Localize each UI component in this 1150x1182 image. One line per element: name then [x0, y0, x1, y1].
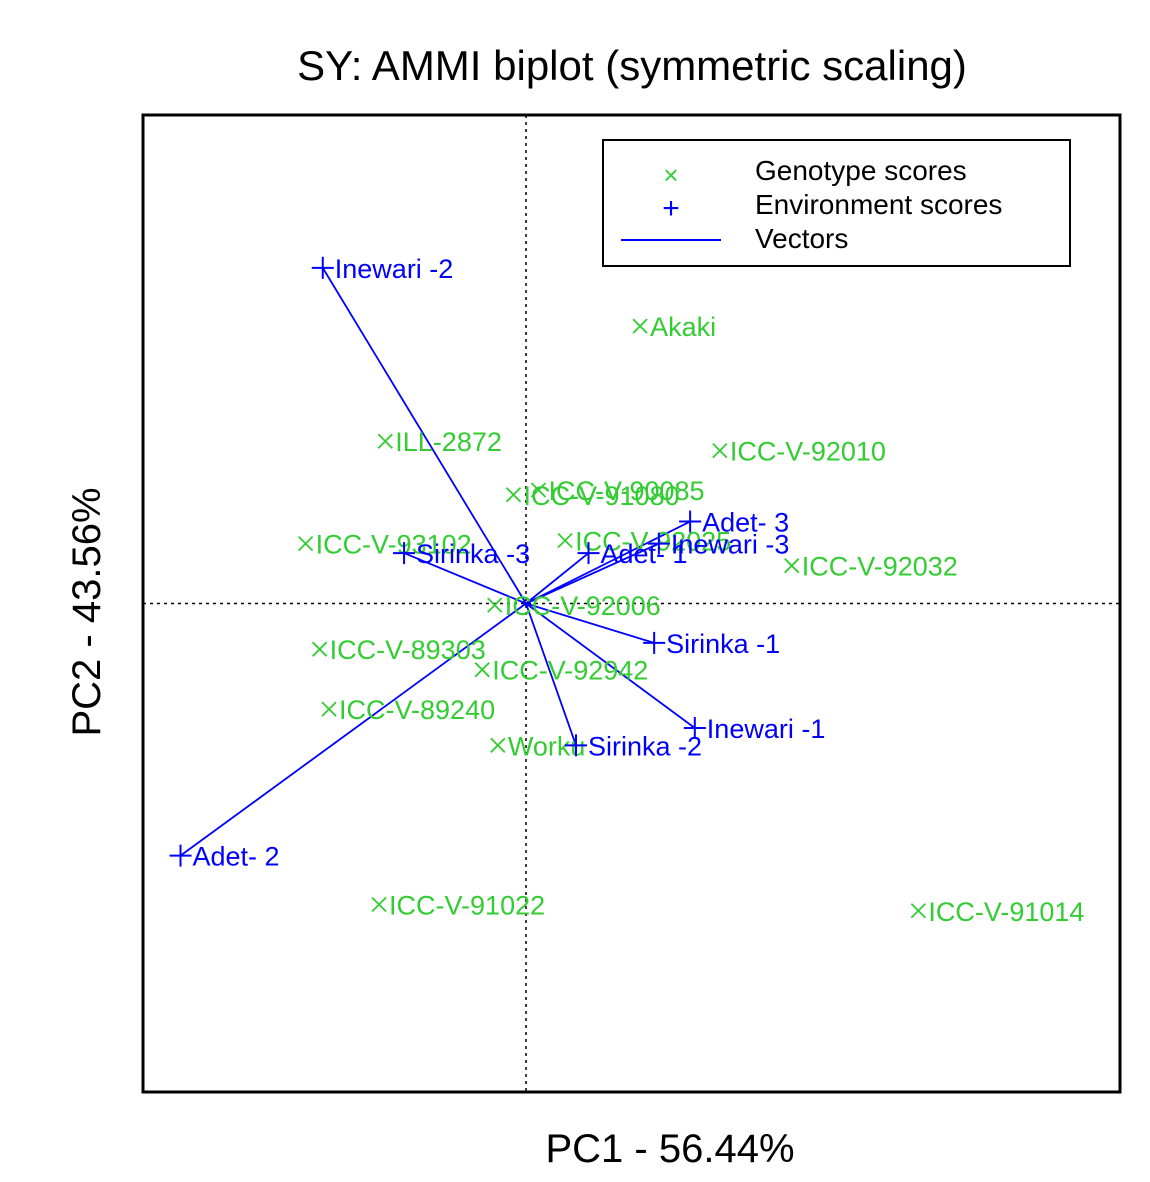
environment-label-inewari-1: Inewari -1 [707, 714, 826, 744]
genotype-point-icc-v-89303 [312, 641, 328, 657]
vector-adet-1 [525, 552, 590, 605]
genotype-point-icc-v-92032 [784, 558, 800, 574]
environment-point-inewari-3 [647, 532, 670, 555]
vector-inewari-1 [525, 602, 696, 729]
genotype-label-icc-v-89240: ICC-V-89240 [339, 695, 495, 725]
vectors-layer [179, 267, 696, 857]
environment-point-inewari-1 [683, 716, 706, 739]
environment-point-sirinka-3 [393, 542, 416, 565]
genotype-point-icc-v-92006 [487, 597, 503, 613]
genotype-point-worku [490, 737, 506, 753]
legend: × Genotype scores + Environment scores V… [602, 139, 1071, 267]
genotype-label-icc-v-91022: ICC-V-91022 [389, 890, 545, 920]
legend-box [602, 139, 1071, 267]
genotype-label-icc-v-91080: ICC-V-91080 [523, 481, 679, 511]
chart-title: SY: AMMI biplot (symmetric scaling) [297, 42, 967, 89]
legend-genotype-symbol: × [663, 160, 678, 190]
environment-point-sirinka-1 [643, 631, 666, 654]
genotype-point-icc-v-91080 [505, 487, 522, 503]
legend-environment-symbol: + [662, 192, 680, 225]
environment-point-adet-2 [169, 844, 192, 867]
environment-label-adet-2: Adet- 2 [193, 842, 280, 872]
legend-environment-label: Environment scores [755, 189, 1002, 220]
vector-adet-2 [179, 602, 527, 857]
genotype-label-icc-v-92942: ICC-V-92942 [492, 656, 648, 686]
genotype-label-icc-v-90085: ICC-V-90085 [548, 476, 704, 506]
genotype-point-icc-v-93102 [297, 535, 314, 552]
vector-inewari-3 [525, 542, 660, 605]
genotype-point-icc-v-91014 [910, 903, 926, 919]
genotype-point-icc-v-92942 [474, 662, 490, 678]
genotype-point-icc-v-89240 [321, 701, 337, 717]
legend-vectors-label: Vectors [755, 223, 848, 254]
environment-point-inewari-2 [311, 256, 334, 279]
genotype-label-icc-v-92010: ICC-V-92010 [730, 437, 886, 467]
genotype-point-icc-v-92010 [712, 443, 728, 459]
genotype-label-icc-v-89303: ICC-V-89303 [330, 635, 486, 665]
environment-point-adet-1 [577, 542, 600, 565]
genotype-point-icc-v-91022 [371, 896, 387, 913]
vector-sirinka-3 [403, 552, 527, 605]
environment-point-adet-3 [679, 510, 702, 533]
genotype-point-icc-v-92025 [557, 532, 573, 549]
vector-sirinka-2 [525, 603, 577, 746]
environment-label-sirinka-2: Sirinka -2 [588, 731, 702, 761]
genotype-label-icc-v-92032: ICC-V-92032 [802, 552, 958, 582]
environment-label-sirinka-3: Sirinka -3 [416, 539, 530, 569]
environment-label-inewari-2: Inewari -2 [335, 254, 454, 284]
environment-label-adet-3: Adet- 3 [702, 508, 789, 538]
environment-label-adet-1: Adet- 1 [601, 539, 688, 569]
genotype-label-akaki: Akaki [650, 312, 716, 342]
legend-genotype-label: Genotype scores [755, 155, 967, 186]
environment-point-sirinka-2 [565, 734, 588, 757]
x-axis-label: PC1 - 56.44% [545, 1127, 794, 1171]
environment-label-sirinka-1: Sirinka -1 [666, 629, 780, 659]
genotype-label-icc-v-92025: ICC-V-92025 [575, 526, 731, 556]
genotype-point-icc-v-90085 [530, 482, 547, 498]
genotype-label-icc-v-93102: ICC-V-93102 [316, 530, 472, 560]
vector-inewari-2 [321, 267, 527, 604]
vector-sirinka-1 [525, 602, 655, 644]
y-axis-label: PC2 - 43.56% [65, 487, 109, 736]
genotype-label-icc-v-92006: ICC-V-92006 [505, 591, 661, 621]
environment-label-inewari-3: Inewari -3 [671, 530, 790, 560]
genotype-label-ill-2872: ILL-2872 [395, 427, 502, 457]
reference-lines [143, 115, 1120, 1092]
genotype-point-akaki [632, 318, 648, 334]
genotype-label-icc-v-91014: ICC-V-91014 [928, 897, 1084, 927]
vector-adet-3 [525, 520, 691, 605]
genotype-point-ill-2872 [377, 433, 393, 449]
